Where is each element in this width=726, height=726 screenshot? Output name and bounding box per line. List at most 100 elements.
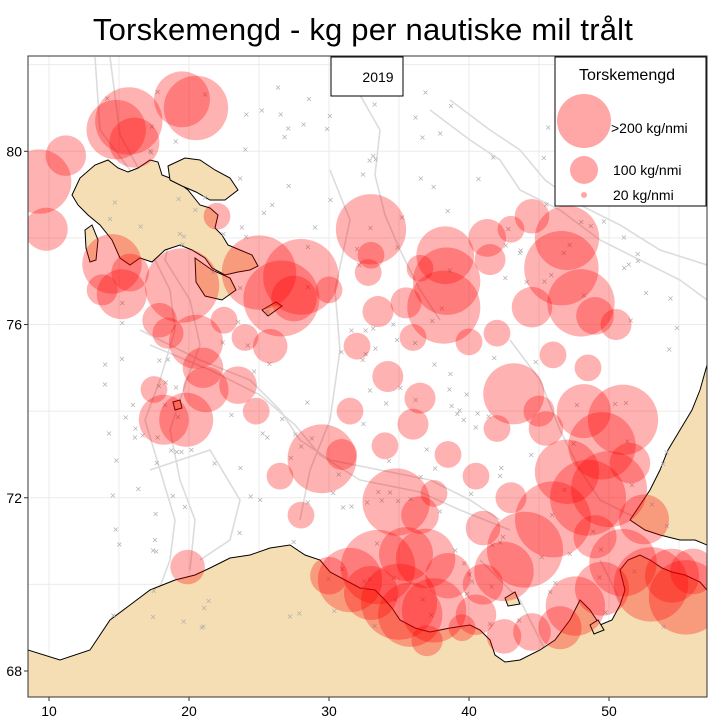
catch-bubble [474,244,506,276]
station-marker: × [517,248,524,257]
legend-bubble [581,192,587,198]
year-box: 2019 [330,56,404,97]
catch-bubble [399,324,427,351]
station-marker: × [366,575,373,584]
station-marker: × [419,133,426,142]
station-marker: × [502,273,509,282]
station-marker: × [391,573,398,582]
plot-frame [27,55,708,698]
catch-bubble [362,296,394,328]
catch-bubble [534,439,600,504]
station-marker: × [150,612,157,621]
station-marker: × [488,582,495,591]
station-marker: × [472,423,479,432]
station-marker: × [116,540,123,549]
station-marker: × [170,492,177,501]
station-marker: × [285,124,292,133]
y-tick-label: 76 [6,317,22,333]
catch-bubble [159,392,214,447]
station-marker: × [596,573,603,582]
station-marker: × [523,278,530,287]
station-marker: × [422,88,429,97]
station-marker: × [370,151,377,160]
catch-bubble [231,324,259,351]
station-marker: × [356,261,363,270]
catch-bubble [317,547,383,613]
station-marker: × [228,411,235,420]
catch-bubble [483,319,511,347]
station-marker: × [292,430,299,439]
station-marker: × [517,246,524,255]
station-marker: × [372,155,379,164]
station-marker: × [364,498,371,507]
catch-bubble [644,548,700,603]
station-marker: × [180,232,187,241]
station-marker: × [220,230,227,239]
station-marker: × [634,250,641,259]
station-marker: × [667,294,674,303]
station-marker: × [663,448,670,457]
station-marker: × [375,488,382,497]
y-tick-label: 72 [6,490,22,506]
station-marker: × [624,437,631,446]
station-marker: × [649,500,656,509]
catch-bubble [28,149,72,214]
catch-bubble [343,566,399,621]
station-marker: × [324,124,331,133]
station-marker: × [202,193,209,202]
catch-bubble [397,408,429,440]
legend: Torskemengd >200 kg/nmi 100 kg/nmi 20 kg/n… [554,56,707,207]
station-marker: × [362,326,369,335]
station-marker: × [502,241,509,250]
station-marker: × [361,577,368,586]
station-marker: × [308,434,315,443]
catch-bubble [310,556,348,595]
station-marker: × [155,381,162,390]
station-marker: × [386,456,393,465]
station-marker: × [454,410,461,419]
catch-bubble [183,366,229,413]
station-marker: × [339,565,346,574]
catch-bubble [670,548,707,595]
catch-bubble [528,411,564,446]
station-marker: × [570,439,577,448]
catch-bubble [411,625,443,657]
station-marker: × [590,527,597,536]
catch-bubble [152,317,184,349]
catch-bubble [511,286,553,328]
catch-bubble [462,564,504,605]
trawl-stations: × × × × × × × × × × × × × × × × × × × × × × × × × × × × × × × × × × × × × × × ×… [102,83,681,632]
catch-bubble [495,482,527,514]
station-marker: × [360,419,367,428]
station-marker: × [548,270,555,279]
station-marker: × [532,357,539,366]
catch-bubble [420,480,448,507]
station-marker: × [290,537,297,546]
station-marker: × [340,503,347,512]
station-marker: × [154,87,161,96]
station-marker: × [173,383,180,392]
station-marker: × [407,494,414,503]
station-marker: × [110,491,117,500]
station-marker: × [261,209,268,218]
station-marker: × [173,447,180,456]
station-marker: × [446,385,453,394]
station-marker: × [338,348,345,357]
station-marker: × [394,335,401,344]
station-marker: × [490,153,497,162]
station-marker: × [541,277,548,286]
station-marker: × [277,110,284,119]
catch-bubble [407,270,481,344]
station-marker: × [674,323,681,332]
catch-bubble [619,494,669,545]
catch-bubble [372,360,404,393]
station-marker: × [257,496,264,505]
station-marker: × [395,496,402,505]
station-marker: × [631,567,638,576]
catch-bubble [221,235,297,310]
station-marker: × [264,433,271,442]
catch-bubble [144,248,220,323]
x-tick-label: 50 [601,703,617,719]
station-marker: × [460,416,467,425]
